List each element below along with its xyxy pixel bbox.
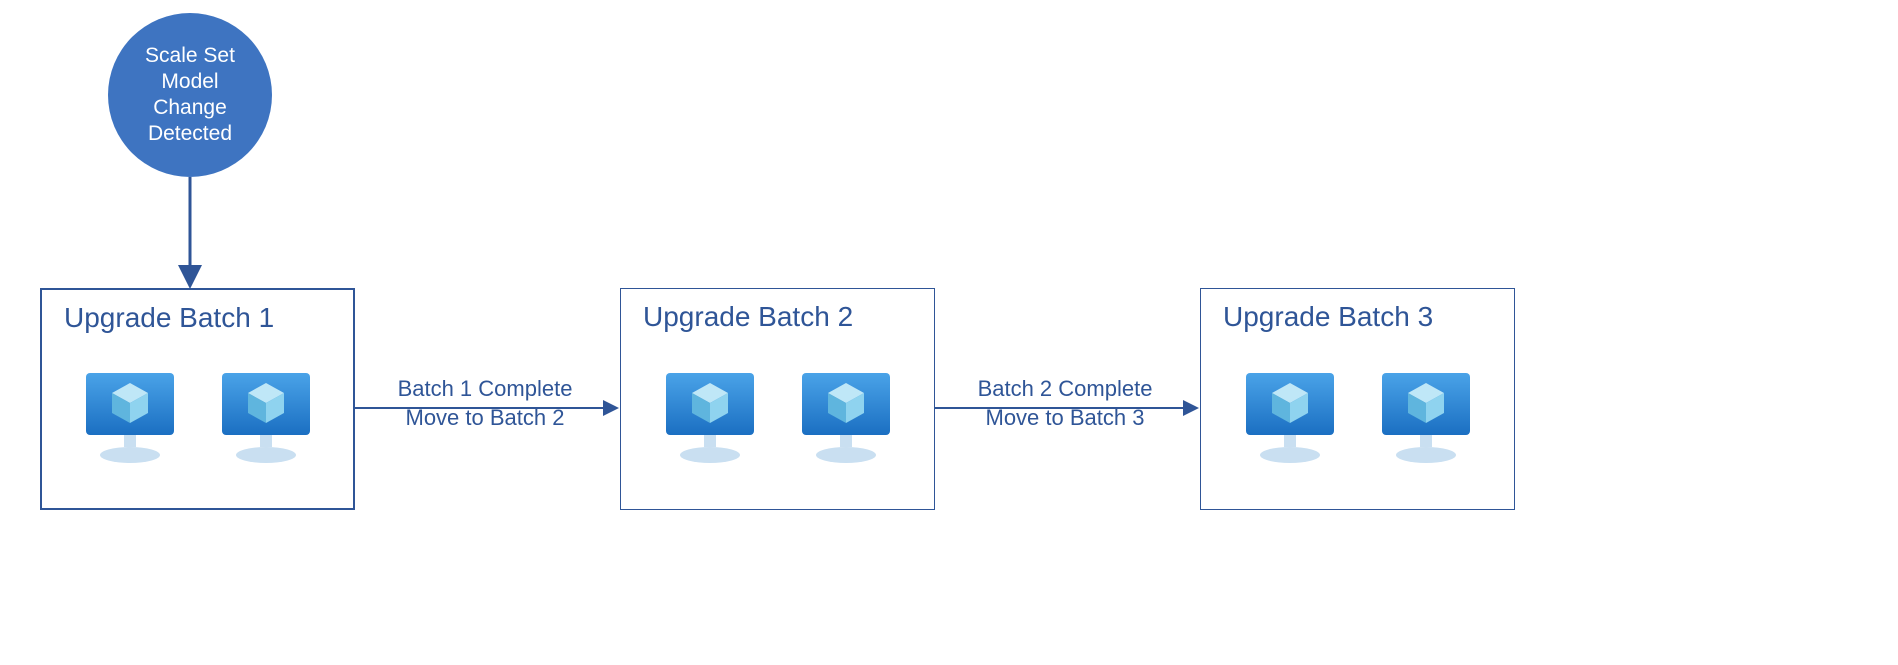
batch-title: Upgrade Batch 1 bbox=[42, 290, 353, 334]
batch-box-3: Upgrade Batch 3 bbox=[1200, 288, 1515, 510]
start-node: Scale Set Model Change Detected bbox=[108, 13, 272, 177]
vm-icon bbox=[1378, 369, 1474, 469]
edge-label-2to3: Batch 2 Complete Move to Batch 3 bbox=[965, 375, 1165, 432]
vm-icon-wrap bbox=[662, 369, 758, 474]
vm-icon bbox=[82, 369, 178, 469]
batch-title: Upgrade Batch 3 bbox=[1201, 289, 1514, 333]
vm-icon bbox=[218, 369, 314, 469]
vm-icon-wrap bbox=[82, 369, 178, 474]
vm-row bbox=[42, 334, 353, 508]
batch-box-1: Upgrade Batch 1 bbox=[40, 288, 355, 510]
vm-icon-wrap bbox=[1378, 369, 1474, 474]
batch-box-2: Upgrade Batch 2 bbox=[620, 288, 935, 510]
batch-title: Upgrade Batch 2 bbox=[621, 289, 934, 333]
vm-row bbox=[621, 333, 934, 509]
edge-label-1to2: Batch 1 Complete Move to Batch 2 bbox=[385, 375, 585, 432]
vm-icon bbox=[662, 369, 758, 469]
vm-icon bbox=[1242, 369, 1338, 469]
vm-icon bbox=[798, 369, 894, 469]
vm-icon-wrap bbox=[1242, 369, 1338, 474]
start-node-text: Scale Set Model Change Detected bbox=[145, 43, 235, 148]
vm-icon-wrap bbox=[798, 369, 894, 474]
vm-row bbox=[1201, 333, 1514, 509]
vm-icon-wrap bbox=[218, 369, 314, 474]
